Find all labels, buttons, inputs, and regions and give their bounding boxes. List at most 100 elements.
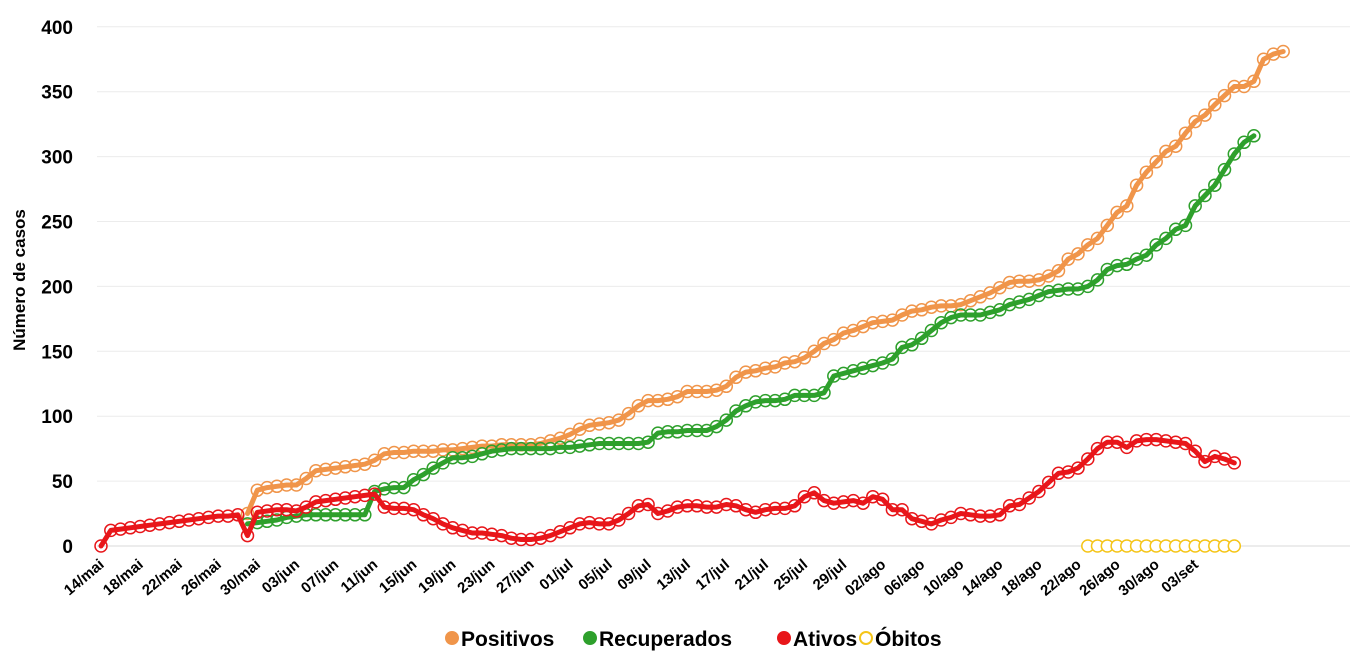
data-point — [1198, 188, 1212, 203]
data-point — [856, 361, 870, 375]
data-point — [133, 519, 147, 534]
data-point — [445, 450, 460, 465]
data-point — [631, 499, 646, 513]
data-point — [143, 518, 157, 532]
data-point — [338, 460, 353, 474]
data-point — [514, 532, 528, 547]
data-point — [1129, 178, 1144, 192]
data-point — [621, 436, 636, 451]
data-point — [533, 531, 548, 545]
data-point — [397, 445, 411, 460]
data-point — [1041, 475, 1056, 490]
data-point — [827, 496, 841, 510]
data-point — [348, 489, 362, 504]
data-point — [660, 425, 675, 439]
data-point — [1208, 449, 1222, 464]
data-point — [651, 426, 665, 440]
series-line — [245, 133, 1257, 527]
data-point — [455, 441, 470, 456]
x-tick-label: 06/ago — [881, 556, 928, 600]
data-point — [1051, 283, 1066, 298]
series-layer — [94, 44, 1290, 553]
data-point — [524, 532, 538, 547]
data-point — [1227, 456, 1242, 470]
legend-item: Recuperados — [583, 628, 732, 651]
data-point — [739, 365, 753, 379]
data-point — [641, 497, 655, 512]
data-point — [211, 509, 225, 523]
data-point — [1168, 139, 1183, 153]
data-point — [328, 492, 343, 507]
data-point — [182, 513, 196, 527]
data-point — [914, 514, 929, 529]
data-point — [602, 415, 616, 430]
y-tick-label: 200 — [41, 277, 73, 298]
x-tick-label: 27/jun — [493, 556, 537, 597]
data-point — [416, 467, 431, 482]
data-point — [455, 450, 470, 465]
data-point — [699, 500, 714, 514]
x-tick-label: 26/mai — [178, 556, 225, 599]
data-point — [709, 419, 724, 434]
data-point — [367, 453, 382, 468]
data-point — [993, 508, 1007, 522]
data-point — [514, 441, 528, 456]
data-point — [612, 513, 626, 527]
data-point — [1129, 434, 1144, 448]
data-point — [260, 514, 274, 529]
data-point — [445, 521, 460, 535]
data-point — [641, 393, 655, 408]
data-point — [895, 340, 909, 355]
data-point — [1188, 114, 1202, 129]
data-point — [1061, 282, 1075, 296]
data-point — [1149, 155, 1163, 169]
data-point — [485, 444, 499, 458]
data-point — [807, 486, 821, 500]
data-point — [406, 444, 421, 458]
data-point — [914, 331, 929, 346]
data-point — [1168, 435, 1183, 449]
data-point — [1090, 441, 1105, 456]
data-point — [612, 436, 626, 451]
data-point — [690, 384, 704, 399]
data-point — [621, 406, 636, 421]
x-tick-label: 17/jul — [693, 556, 733, 594]
x-tick-label: 30/mai — [217, 556, 264, 599]
data-point — [572, 517, 587, 531]
data-point — [387, 501, 401, 516]
data-point — [172, 514, 186, 529]
data-point — [485, 527, 499, 542]
data-point — [905, 511, 919, 526]
data-point — [602, 436, 616, 451]
data-point — [846, 493, 861, 508]
data-point — [660, 392, 675, 407]
data-point — [240, 506, 255, 521]
data-point — [1198, 108, 1212, 122]
legend-item: Positivos — [445, 628, 554, 651]
data-point — [1032, 484, 1046, 499]
data-point — [455, 523, 470, 538]
data-point — [1159, 434, 1173, 448]
data-point — [201, 510, 216, 525]
y-axis-ticks: 050100150200250300350400450 — [41, 18, 73, 558]
x-tick-label: 30/ago — [1115, 556, 1162, 600]
data-point — [866, 358, 880, 373]
data-point — [113, 522, 128, 536]
data-point — [1002, 275, 1017, 290]
y-tick-label: 150 — [41, 342, 73, 363]
x-tick-label: 22/ago — [1037, 556, 1084, 600]
data-point — [973, 308, 988, 322]
data-point — [348, 508, 362, 522]
data-point — [983, 305, 997, 320]
data-point — [1188, 199, 1202, 213]
data-point — [494, 443, 509, 457]
data-point — [641, 435, 655, 449]
data-point — [1071, 282, 1085, 296]
data-point — [1188, 444, 1202, 458]
data-point — [621, 506, 636, 521]
x-tick-label: 18/ago — [998, 556, 1045, 600]
data-point — [699, 384, 714, 399]
y-tick-label: 0 — [62, 537, 73, 558]
data-point — [592, 436, 607, 451]
x-tick-label: 01/jul — [536, 556, 576, 594]
